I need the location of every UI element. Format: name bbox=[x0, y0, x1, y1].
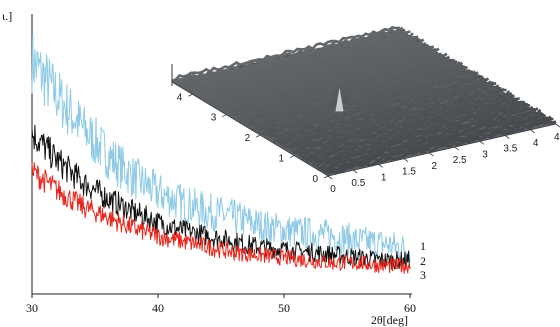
surface-row bbox=[304, 105, 534, 162]
series-line-1 bbox=[31, 33, 411, 264]
surface-row bbox=[199, 42, 430, 99]
surface-row bbox=[283, 92, 513, 148]
x-tick-group: 30 40 50 60 bbox=[26, 294, 416, 315]
surface-row bbox=[296, 100, 525, 155]
x-tick-label: 40 bbox=[152, 301, 164, 315]
inset-x-tick bbox=[555, 123, 560, 128]
surface-row bbox=[317, 112, 547, 170]
inset-y-tick-label: 1 bbox=[279, 154, 285, 165]
inset-x-tick-label: 3.5 bbox=[503, 144, 517, 155]
inset-x-tick bbox=[454, 146, 459, 151]
inset-x-tick bbox=[353, 169, 358, 174]
y-axis-label: ι.] bbox=[2, 9, 12, 23]
x-tick-label: 30 bbox=[26, 301, 38, 315]
inset-y-tick bbox=[323, 175, 329, 179]
inset-x-tick-label: 2 bbox=[432, 161, 438, 172]
series-label-3: 3 bbox=[420, 268, 426, 282]
surface-peak bbox=[335, 87, 344, 112]
inset-y-tick-label: 4 bbox=[177, 92, 183, 103]
x-axis-label: 2θ[deg] bbox=[371, 313, 408, 327]
inset-surface-plot: 0 0.5 1 1.5 2 2.5 3 3.5 4 4.5 0 1 2 3 4 bbox=[170, 26, 560, 195]
surface-row bbox=[262, 80, 492, 136]
inset-y-tick bbox=[222, 114, 227, 118]
inset-x-tick-label: 4.5 bbox=[554, 132, 560, 143]
inset-x-tick-label: 0.5 bbox=[351, 178, 365, 189]
inset-y-tick bbox=[188, 93, 193, 97]
inset-y-tick-label: 0 bbox=[312, 174, 318, 185]
series-label-2: 2 bbox=[420, 254, 426, 268]
surface-row bbox=[270, 84, 500, 138]
inset-x-tick bbox=[403, 158, 409, 162]
inset-x-tick-label: 2.5 bbox=[453, 155, 467, 166]
inset-x-tick bbox=[479, 141, 485, 145]
inset-x-tick-label: 0 bbox=[330, 184, 336, 195]
surface-row bbox=[249, 71, 479, 126]
inset-x-tick bbox=[327, 175, 333, 180]
surface-row bbox=[236, 64, 466, 121]
surface-row bbox=[189, 35, 419, 90]
inset-x-tick-label: 1.5 bbox=[402, 167, 416, 178]
inset-x-tick-label: 4 bbox=[533, 138, 539, 149]
series-layer bbox=[31, 33, 411, 274]
surface-row bbox=[252, 73, 481, 131]
inset-x-tick bbox=[378, 164, 383, 168]
inset-y-tick bbox=[289, 155, 295, 158]
surface-row bbox=[288, 97, 518, 150]
surface-row bbox=[293, 100, 523, 154]
inset-y-tick-label: 3 bbox=[211, 113, 217, 124]
surface-row bbox=[273, 86, 502, 143]
inset-x-tick bbox=[505, 135, 510, 139]
surface-row bbox=[327, 120, 557, 175]
series-label-group: 123 bbox=[420, 239, 426, 282]
x-tick-label: 60 bbox=[404, 301, 416, 315]
series-label-1: 1 bbox=[420, 239, 426, 253]
inset-y-tick bbox=[255, 134, 261, 138]
surface-row bbox=[241, 69, 471, 125]
series-line-3 bbox=[31, 162, 411, 274]
inset-x-tick bbox=[429, 152, 434, 157]
series-line-2 bbox=[31, 124, 411, 270]
surface-row bbox=[218, 52, 448, 110]
inset-x-tick bbox=[530, 129, 535, 134]
inset-x-tick-label: 3 bbox=[482, 149, 488, 160]
surface-row bbox=[197, 42, 427, 98]
inset-y-tick-label: 2 bbox=[245, 133, 251, 144]
x-tick-label: 50 bbox=[278, 301, 290, 315]
inset-x-tick-label: 1 bbox=[381, 172, 387, 183]
